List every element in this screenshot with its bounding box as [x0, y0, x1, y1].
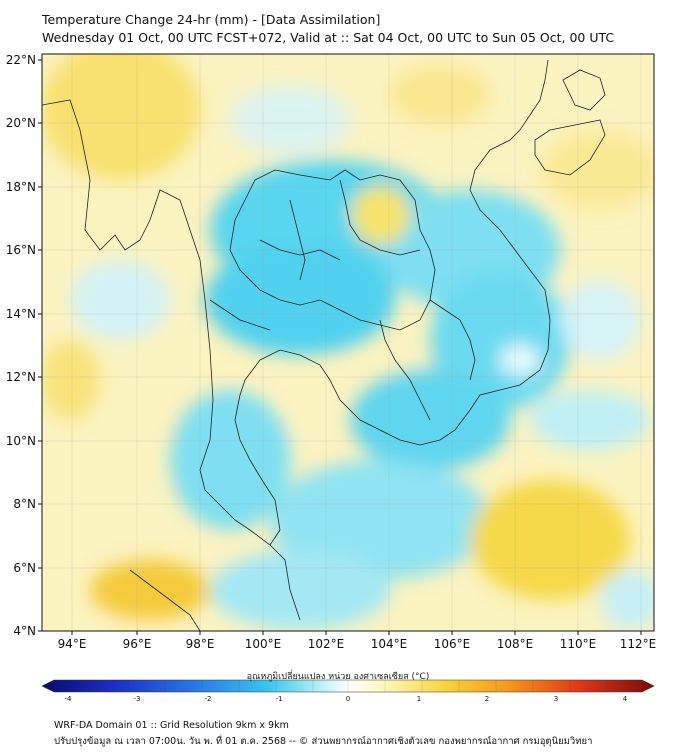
- colorbar-tick: -3: [134, 695, 141, 703]
- colorbar-tick: -1: [276, 695, 283, 703]
- lat-label: 16°N: [6, 243, 36, 257]
- map-title: Temperature Change 24-hr (mm) - [Data As…: [42, 12, 381, 27]
- coastline-borders: [42, 59, 606, 631]
- map-subtitle: Wednesday 01 Oct, 00 UTC FCST+072, Valid…: [42, 30, 615, 45]
- lat-label: 4°N: [13, 624, 36, 638]
- lat-label: 6°N: [13, 561, 36, 575]
- footer-update-info: ปรับปรุงข้อมูล ณ เวลา 07:00น. วัน พ. ที่…: [54, 736, 593, 747]
- lat-label: 18°N: [6, 180, 36, 194]
- colorbar-tick: 3: [554, 695, 558, 703]
- lat-label: 22°N: [6, 53, 36, 67]
- lat-label: 8°N: [13, 497, 36, 511]
- colorbar: -4 -3 -2 -1 0 1 2 3 4: [41, 679, 655, 703]
- lon-label: 106°E: [434, 637, 471, 651]
- colorbar-tick: 1: [417, 695, 421, 703]
- lon-label: 108°E: [497, 637, 534, 651]
- lat-label: 14°N: [6, 307, 36, 321]
- temperature-field: [42, 54, 654, 631]
- lon-label: 104°E: [371, 637, 408, 651]
- lat-label: 10°N: [6, 434, 36, 448]
- colorbar-tick: 0: [346, 695, 350, 703]
- colorbar-tick: 4: [623, 695, 628, 703]
- lon-label: 96°E: [123, 637, 152, 651]
- lat-label: 20°N: [6, 116, 36, 130]
- map-frame: [41, 53, 655, 632]
- lon-label: 100°E: [245, 637, 282, 651]
- footer-model-info: WRF-DA Domain 01 :: Grid Resolution 9km …: [54, 720, 289, 731]
- lon-label: 98°E: [186, 637, 215, 651]
- lon-label: 94°E: [58, 637, 87, 651]
- lon-label: 112°E: [620, 637, 657, 651]
- colorbar-tick: -4: [65, 695, 73, 703]
- lon-label: 102°E: [308, 637, 345, 651]
- colorbar-tick: -2: [205, 695, 212, 703]
- colorbar-tick: 2: [485, 695, 489, 703]
- lat-label: 12°N: [6, 370, 36, 384]
- colorbar-label: อุณหภูมิเปลี่ยนแปลง หน่วย องศาเซลเซียส (…: [246, 672, 430, 682]
- lon-label: 110°E: [560, 637, 597, 651]
